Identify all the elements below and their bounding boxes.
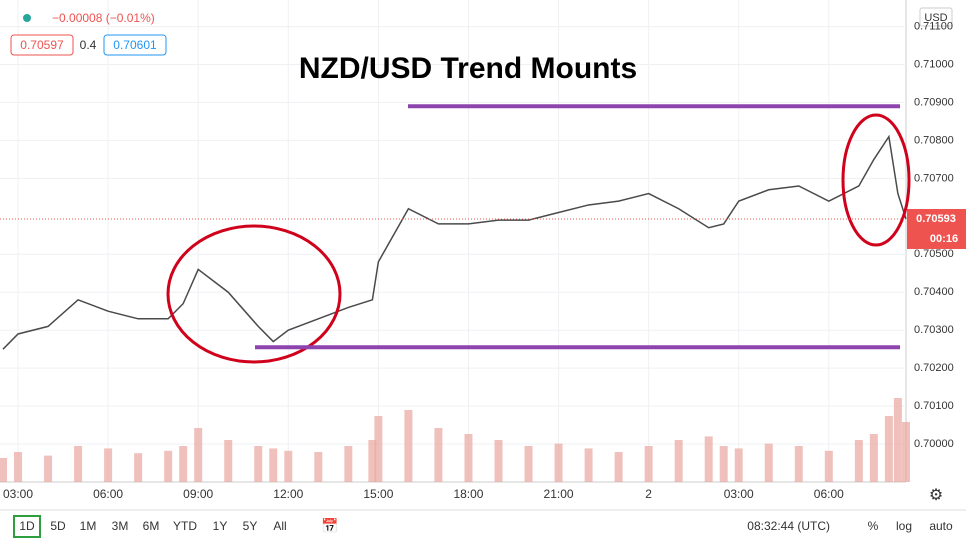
range-button[interactable]: 1Y (213, 519, 228, 533)
x-tick-label: 06:00 (93, 487, 123, 501)
volume-bar (374, 416, 383, 482)
ask[interactable]: 0.70601 (113, 38, 157, 52)
range-button[interactable]: 5D (50, 519, 66, 533)
volume-bar (854, 440, 863, 482)
currency: USD (924, 12, 947, 24)
last-price: 0.70593 (916, 213, 956, 225)
volume-bar (44, 455, 53, 482)
countdown: 00:16 (930, 233, 958, 245)
scale-option[interactable]: % (868, 519, 879, 533)
x-tick-label: 18:00 (453, 487, 483, 501)
last-price-box (907, 208, 966, 249)
range-button[interactable]: 1D (19, 519, 35, 533)
volume-bar (554, 443, 563, 482)
chart-title: NZD/USD Trend Mounts (299, 52, 637, 85)
volume-bar (284, 450, 293, 482)
y-tick-label: 0.70100 (914, 400, 954, 412)
x-tick-label: 09:00 (183, 487, 213, 501)
y-tick-label: 0.70900 (914, 96, 954, 108)
highlight-ellipse (841, 113, 911, 247)
volume-bar (368, 440, 377, 482)
y-tick-label: 0.70000 (914, 438, 954, 450)
volume-bar (404, 410, 413, 482)
range-button[interactable]: 6M (143, 519, 160, 533)
volume-bar (224, 440, 233, 482)
y-tick-label: 0.70300 (914, 324, 954, 336)
status-dot (23, 14, 31, 22)
volume-bar (884, 416, 893, 482)
scale-option[interactable]: auto (929, 519, 953, 533)
range-button[interactable]: 1M (80, 519, 97, 533)
spread: 0.4 (80, 38, 97, 52)
change: −0.00008 (−0.01%) (52, 11, 155, 25)
y-tick-label: 0.70200 (914, 362, 954, 374)
bid-box[interactable] (10, 34, 74, 56)
volume-bar (719, 446, 728, 482)
volume-bar (74, 446, 83, 482)
price-line (2, 134, 907, 350)
volume-bar (734, 448, 743, 482)
volume-bar (464, 434, 473, 482)
volume-bar (869, 434, 878, 482)
y-tick-label: 0.71100 (914, 20, 953, 32)
volume-bar (0, 458, 8, 482)
volume-bar (14, 452, 23, 482)
volume-bar (434, 428, 443, 482)
x-tick-label: 03:00 (724, 487, 754, 501)
y-tick-label: 0.70700 (914, 172, 954, 184)
volume-bar (134, 453, 143, 482)
range-button[interactable]: 5Y (243, 519, 258, 533)
clock: 08:32:44 (UTC) (747, 519, 830, 533)
settings-icon[interactable]: ⚙ (929, 487, 943, 504)
range-button[interactable]: All (273, 519, 286, 533)
range-button[interactable]: YTD (173, 519, 197, 533)
volume-bar (524, 446, 533, 482)
volume-bar (194, 428, 203, 482)
bid[interactable]: 0.70597 (20, 38, 64, 52)
currency-box (919, 7, 953, 27)
volume-bar (494, 440, 503, 482)
plot (0, 0, 910, 482)
volume-bar (614, 452, 623, 482)
y-tick-label: 0.70500 (914, 248, 954, 260)
highlight-ellipse (166, 224, 342, 364)
ask-box[interactable] (103, 34, 167, 56)
x-tick-label: 06:00 (814, 487, 844, 501)
volume-bar (794, 446, 803, 482)
active-range (13, 515, 41, 538)
volume-bar (584, 448, 593, 482)
volume-bar (104, 448, 113, 482)
x-tick-label: 03:00 (3, 487, 33, 501)
y-tick-label: 0.70800 (914, 134, 954, 146)
volume-bar (164, 450, 173, 482)
y-tick-label: 0.71000 (914, 58, 954, 70)
volume-bar (269, 448, 278, 482)
x-tick-label: 21:00 (544, 487, 574, 501)
x-tick-label: 2 (645, 487, 652, 501)
volume-bar (674, 440, 683, 482)
volume-bar (254, 446, 263, 482)
volume-bar (764, 443, 773, 482)
volume-bar (344, 446, 353, 482)
volume-bar (824, 450, 833, 482)
volume-bar (902, 422, 910, 482)
volume-bar (704, 436, 713, 482)
scale-option[interactable]: log (896, 519, 912, 533)
range-button[interactable]: 3M (112, 519, 129, 533)
calendar-icon[interactable]: 📅 (321, 518, 338, 534)
x-tick-label: 12:00 (273, 487, 303, 501)
y-tick-label: 0.70400 (914, 286, 954, 298)
volume-bar (893, 398, 902, 482)
volume-bar (644, 446, 653, 482)
volume-bar (179, 446, 188, 482)
x-tick-label: 15:00 (363, 487, 393, 501)
volume-bar (314, 452, 323, 482)
